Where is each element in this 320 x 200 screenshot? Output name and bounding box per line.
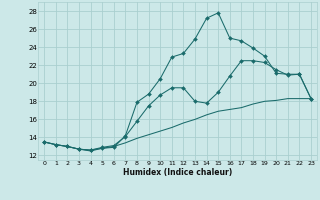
- X-axis label: Humidex (Indice chaleur): Humidex (Indice chaleur): [123, 168, 232, 177]
